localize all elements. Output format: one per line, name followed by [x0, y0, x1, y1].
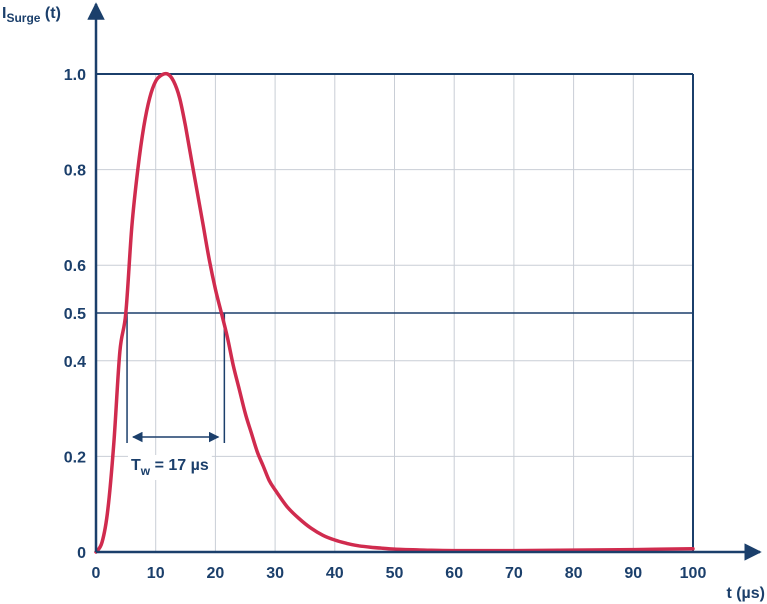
surge-current-curve	[94, 71, 695, 554]
x-tick-label: 80	[565, 565, 583, 582]
x-tick-label: 0	[92, 565, 101, 582]
pulse-width-label-bg	[128, 455, 212, 480]
axes	[87, 2, 762, 561]
x-tick-label: 40	[326, 565, 344, 582]
y-tick-label: 0.6	[64, 258, 86, 275]
x-tick-labels: 0 10 20 30 40 50 60 70 80 90 100	[92, 565, 707, 582]
y-tick-label: 0	[77, 545, 86, 562]
y-tick-labels: 0 0.2 0.4 0.5 0.6 0.8 1.0	[64, 67, 86, 562]
y-tick-label: 0.2	[64, 449, 86, 466]
pulse-width-markers	[126, 313, 226, 480]
y-tick-label: 0.4	[64, 354, 86, 371]
pulse-width-label: Tw = 17 µs	[131, 457, 209, 478]
series-layer	[94, 71, 695, 554]
x-tick-label: 60	[445, 565, 463, 582]
x-tick-label: 100	[680, 565, 707, 582]
x-axis-title: t (µs)	[726, 585, 765, 602]
x-tick-label: 70	[505, 565, 523, 582]
y-tick-label: 1.0	[64, 67, 86, 84]
y-tick-label: 0.5	[64, 306, 86, 323]
x-tick-label: 90	[624, 565, 642, 582]
x-tick-label: 10	[147, 565, 165, 582]
x-tick-label: 20	[207, 565, 225, 582]
y-tick-label: 0.8	[64, 163, 86, 180]
x-tick-label: 30	[266, 565, 284, 582]
x-tick-label: 50	[386, 565, 404, 582]
y-axis-title: ISurge (t)	[2, 5, 61, 25]
